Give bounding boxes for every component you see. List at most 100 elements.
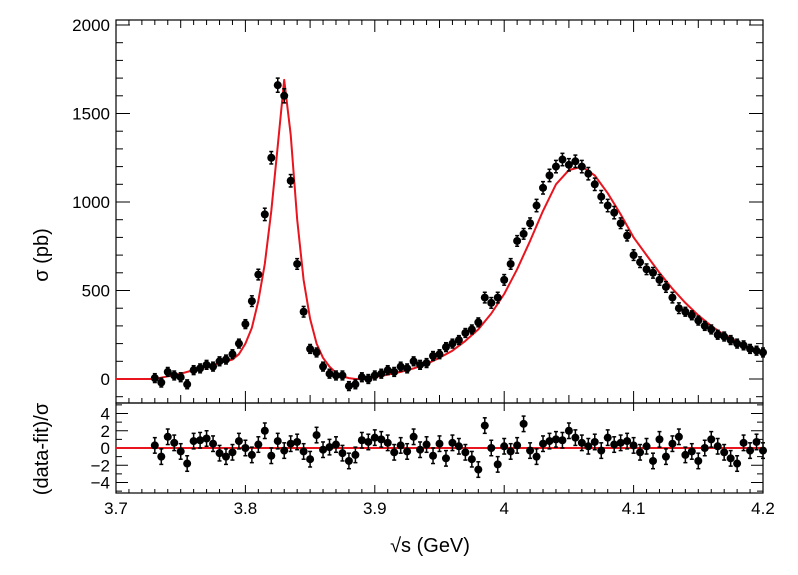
residual-point bbox=[331, 436, 340, 454]
residual-point bbox=[344, 452, 353, 470]
data-marker bbox=[260, 210, 269, 219]
residual-marker bbox=[720, 448, 729, 457]
residual-point bbox=[189, 432, 198, 450]
residual-marker bbox=[733, 459, 742, 468]
data-marker bbox=[435, 350, 444, 359]
residual-marker bbox=[539, 439, 548, 448]
residual-marker bbox=[526, 446, 535, 455]
data-point bbox=[234, 338, 243, 349]
data-marker bbox=[558, 155, 567, 164]
data-marker bbox=[616, 219, 625, 228]
data-point bbox=[500, 273, 509, 286]
residual-point bbox=[759, 442, 767, 460]
y-tick-label: 0 bbox=[101, 370, 110, 389]
residual-point bbox=[435, 435, 444, 453]
residual-marker bbox=[519, 419, 528, 428]
residual-point bbox=[720, 443, 729, 461]
residual-point bbox=[364, 433, 373, 451]
data-point bbox=[344, 380, 353, 392]
y-axis-title-main: σ (pb) bbox=[31, 228, 53, 281]
residual-point bbox=[746, 442, 755, 460]
residual-marker bbox=[480, 421, 489, 430]
residual-point bbox=[551, 430, 560, 448]
residual-marker bbox=[396, 441, 405, 450]
residual-point bbox=[513, 436, 522, 454]
data-point bbox=[157, 377, 166, 388]
data-point bbox=[739, 340, 748, 351]
residual-marker bbox=[331, 440, 340, 449]
data-point bbox=[170, 370, 179, 381]
data-marker bbox=[759, 348, 767, 357]
residual-marker bbox=[390, 448, 399, 457]
data-point bbox=[357, 372, 366, 383]
residual-marker bbox=[649, 456, 658, 465]
data-point bbox=[467, 324, 476, 335]
data-point bbox=[422, 357, 431, 369]
data-point bbox=[720, 331, 729, 342]
residual-marker bbox=[726, 454, 735, 463]
data-point bbox=[364, 373, 373, 385]
data-point bbox=[636, 256, 645, 269]
residual-point bbox=[221, 448, 230, 466]
data-marker bbox=[422, 359, 431, 368]
residual-marker bbox=[176, 447, 185, 456]
data-marker bbox=[344, 382, 353, 391]
data-point bbox=[642, 263, 651, 276]
residual-point bbox=[228, 443, 237, 461]
residual-marker bbox=[661, 452, 670, 461]
residual-marker bbox=[280, 446, 289, 455]
data-marker bbox=[467, 325, 476, 334]
data-point bbox=[416, 359, 425, 371]
data-marker bbox=[183, 380, 192, 389]
data-point bbox=[370, 370, 379, 381]
data-point bbox=[228, 349, 237, 360]
data-marker bbox=[403, 364, 412, 373]
data-marker bbox=[454, 336, 463, 345]
residual-marker bbox=[221, 452, 230, 461]
residual-y-tick-label: 2 bbox=[101, 422, 110, 441]
residual-point bbox=[739, 434, 748, 452]
data-point bbox=[752, 345, 761, 356]
x-tick-label: 3.9 bbox=[363, 499, 387, 518]
data-point bbox=[545, 168, 554, 183]
data-marker bbox=[584, 169, 593, 178]
residual-marker bbox=[306, 455, 315, 464]
data-marker bbox=[247, 297, 256, 306]
data-marker bbox=[739, 341, 748, 350]
residual-point bbox=[254, 436, 263, 454]
residual-point bbox=[564, 422, 573, 440]
data-point bbox=[448, 338, 457, 349]
residual-marker bbox=[163, 432, 172, 441]
data-point bbox=[202, 359, 211, 371]
data-marker bbox=[642, 265, 651, 274]
residual-marker bbox=[584, 442, 593, 451]
y-tick-label: 1500 bbox=[72, 105, 110, 124]
residual-point bbox=[661, 448, 670, 466]
fit-curve-layer bbox=[116, 78, 764, 380]
residual-point bbox=[577, 434, 586, 452]
residual-point bbox=[539, 435, 548, 453]
data-point bbox=[610, 205, 619, 220]
data-point bbox=[713, 329, 722, 340]
residual-y-tick-label: 4 bbox=[101, 405, 110, 424]
data-marker bbox=[480, 293, 489, 302]
data-marker bbox=[241, 320, 250, 329]
residual-marker bbox=[325, 443, 334, 452]
residual-marker bbox=[170, 438, 179, 447]
data-point bbox=[474, 317, 483, 328]
residual-marker bbox=[448, 438, 457, 447]
data-point bbox=[564, 157, 573, 172]
residual-point bbox=[694, 452, 703, 470]
residual-point bbox=[636, 443, 645, 461]
residual-marker bbox=[610, 440, 619, 449]
data-marker bbox=[189, 366, 198, 375]
residual-marker bbox=[234, 437, 243, 446]
data-point bbox=[338, 370, 347, 381]
residual-marker bbox=[655, 435, 664, 444]
main-axes: 0 500 1000 1500 2000 bbox=[72, 16, 764, 403]
residual-y-tick-label: −4 bbox=[91, 474, 110, 493]
data-marker bbox=[357, 373, 366, 382]
data-point bbox=[513, 234, 522, 247]
data-point bbox=[390, 366, 399, 378]
residual-point bbox=[429, 447, 438, 465]
